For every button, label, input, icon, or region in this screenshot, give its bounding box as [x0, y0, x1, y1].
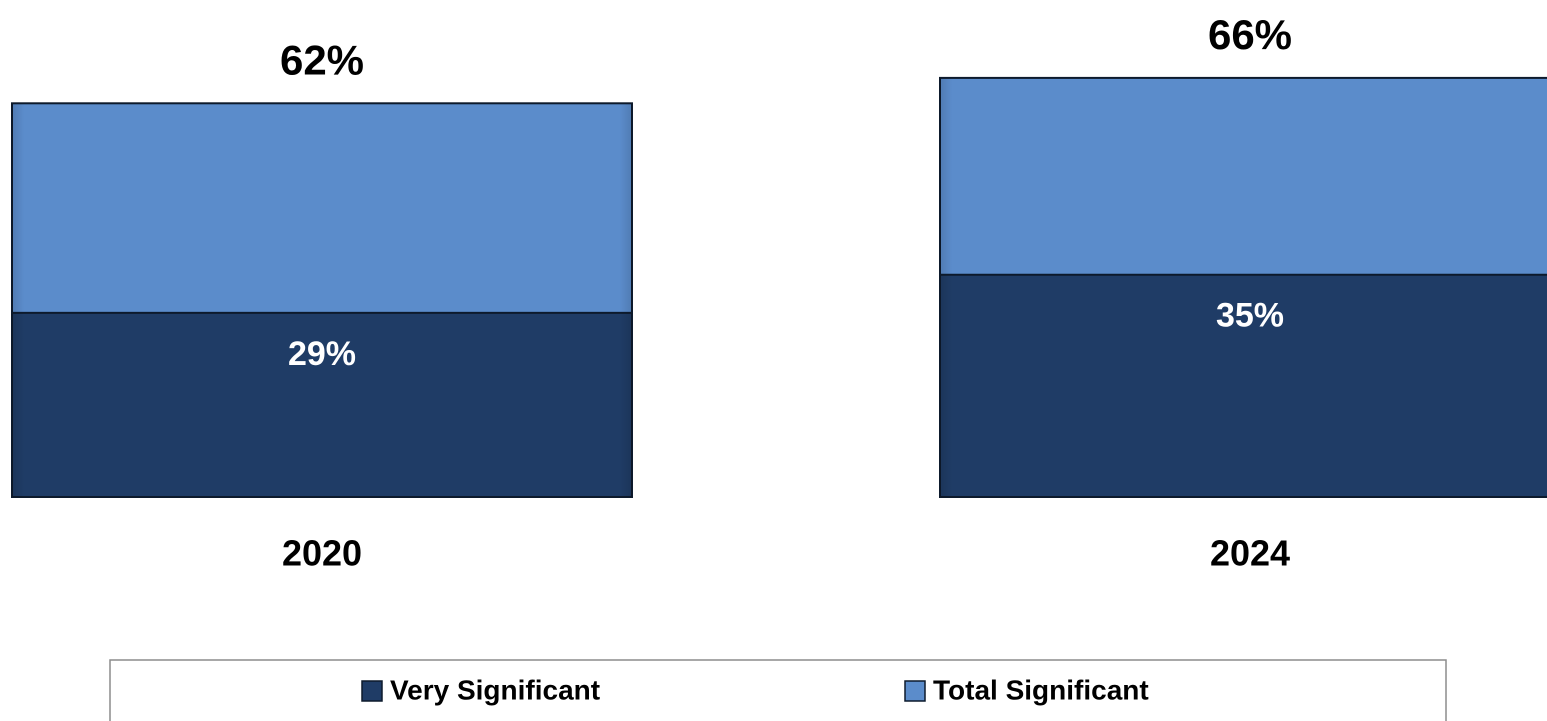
legend-swatch [904, 680, 926, 702]
data-label: 66% [1208, 11, 1292, 58]
data-label: 29% [288, 335, 356, 373]
x-tick-label: 2020 [282, 533, 362, 574]
data-label: 62% [280, 36, 364, 83]
data-label: 35% [1216, 297, 1284, 335]
legend-swatch [361, 680, 383, 702]
plot-area: 62% 29% 2020 66% 35% 2024 [11, 11, 1547, 574]
legend-label: Very Significant [390, 674, 600, 705]
legend-box [109, 659, 1447, 721]
legend-label: Total Significant [933, 674, 1149, 705]
legend: Very Significant Total Significant [361, 674, 1149, 705]
x-tick-label: 2024 [1210, 533, 1290, 574]
